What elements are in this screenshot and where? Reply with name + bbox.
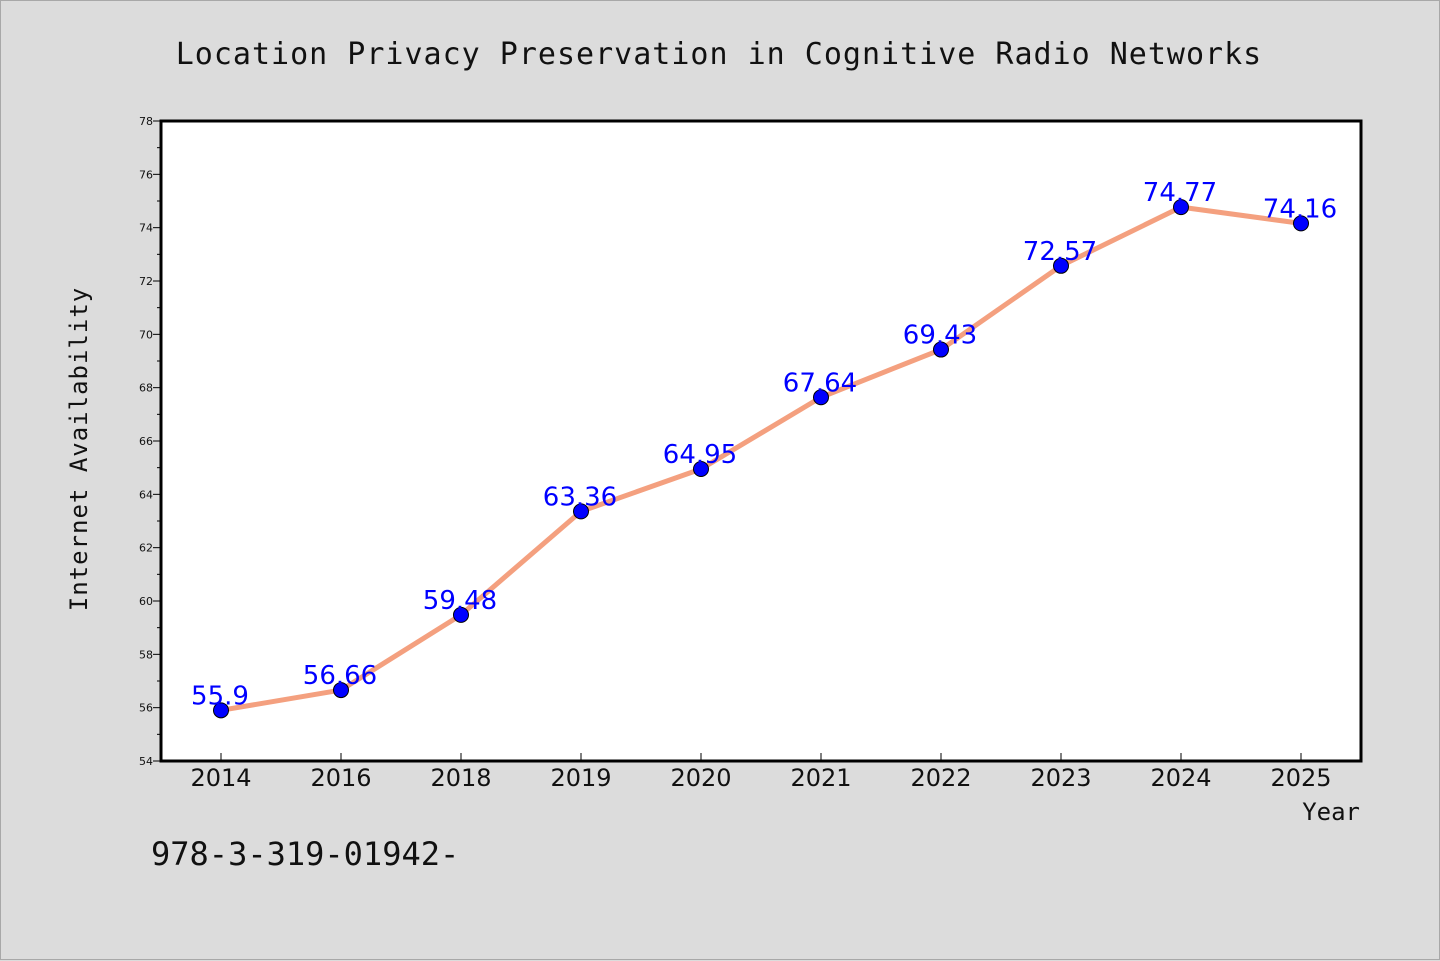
x-tick-label: 2023 bbox=[1030, 764, 1091, 792]
data-point bbox=[813, 389, 829, 406]
data-series: 55.9 56.66 59.48 63.36 64.95 67.64 69.43 72.57 7… bbox=[191, 178, 1337, 719]
data-point bbox=[213, 702, 229, 719]
data-point bbox=[573, 503, 589, 520]
y-tick-label: 58 bbox=[139, 648, 153, 661]
y-axis-label: Internet Availability bbox=[65, 287, 93, 611]
data-point bbox=[453, 606, 469, 623]
data-label: 64.95 bbox=[663, 440, 737, 470]
y-tick-label: 56 bbox=[139, 702, 153, 715]
y-tick-label: 78 bbox=[139, 115, 153, 128]
x-tick-label: 2019 bbox=[550, 764, 611, 792]
y-tick-label: 76 bbox=[139, 168, 153, 181]
y-tick-label: 66 bbox=[139, 435, 153, 448]
y-tick-label: 54 bbox=[139, 755, 153, 768]
data-label: 72.57 bbox=[1023, 237, 1097, 267]
data-point bbox=[693, 461, 709, 477]
x-tick-label: 2021 bbox=[790, 764, 851, 792]
x-tick-label: 2024 bbox=[1150, 764, 1211, 792]
data-point bbox=[1053, 257, 1069, 274]
data-label: 55.9 bbox=[191, 681, 249, 711]
y-tick-label: 64 bbox=[139, 488, 153, 501]
x-tick-label: 2016 bbox=[310, 764, 371, 792]
x-tick-label: 2020 bbox=[670, 764, 731, 792]
data-label: 63.36 bbox=[543, 482, 617, 512]
data-label: 67.64 bbox=[783, 368, 857, 398]
x-axis-label: Year bbox=[1302, 798, 1360, 826]
x-axis: 2014 2016 2018 2019 2020 2021 2022 2023 2024 2025 bbox=[190, 753, 1332, 792]
y-tick-label: 72 bbox=[139, 275, 153, 288]
data-label: 74.77 bbox=[1143, 178, 1217, 208]
data-point bbox=[933, 341, 949, 358]
x-tick-label: 2014 bbox=[190, 764, 251, 792]
data-label: 59.48 bbox=[423, 586, 497, 616]
data-point bbox=[1293, 215, 1309, 232]
footer-code: 978-3-319-01942- bbox=[151, 835, 459, 873]
y-tick-label: 62 bbox=[139, 542, 153, 555]
y-tick-label: 74 bbox=[139, 222, 153, 235]
data-label: 74.16 bbox=[1263, 194, 1337, 224]
x-tick-label: 2022 bbox=[910, 764, 971, 792]
y-tick-label: 60 bbox=[139, 595, 153, 608]
chart-title: Location Privacy Preservation in Cogniti… bbox=[176, 37, 1263, 72]
y-tick-label: 68 bbox=[139, 382, 153, 395]
x-tick-label: 2018 bbox=[430, 764, 491, 792]
y-tick-label: 70 bbox=[139, 328, 153, 341]
plot-area bbox=[159, 119, 1363, 763]
data-label: 69.43 bbox=[903, 321, 977, 351]
x-tick-label: 2025 bbox=[1270, 764, 1331, 792]
y-axis: 54 56 58 60 62 64 66 68 70 72 74 76 78 bbox=[139, 115, 161, 768]
data-label: 56.66 bbox=[303, 661, 377, 691]
data-point bbox=[333, 682, 349, 699]
data-point bbox=[1173, 199, 1189, 216]
series-line bbox=[218, 204, 1304, 713]
